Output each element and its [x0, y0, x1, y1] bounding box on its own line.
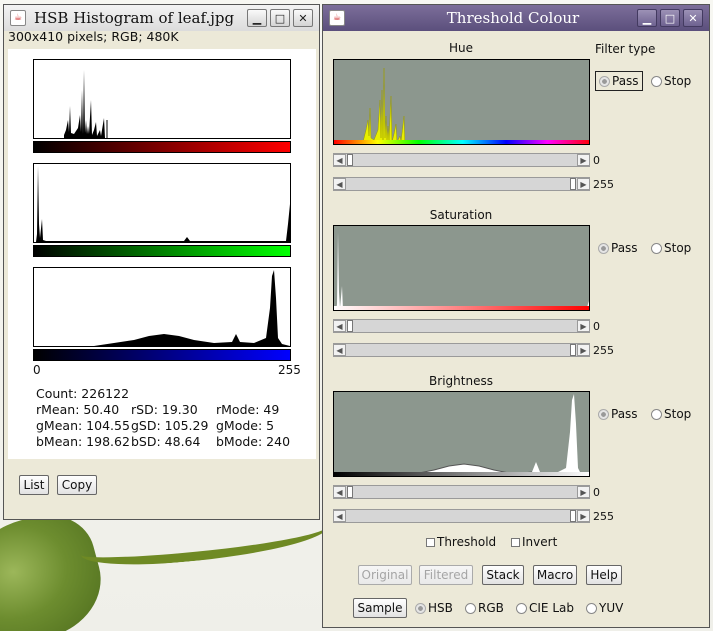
rgb-label: RGB — [478, 601, 504, 615]
brightness-max-value: 255 — [593, 510, 614, 523]
filtered-button[interactable]: Filtered — [419, 565, 473, 585]
histogram-titlebar[interactable]: ☕ HSB Histogram of leaf.jpg ▁ □ ✕ — [4, 5, 319, 31]
histogram-window: ☕ HSB Histogram of leaf.jpg ▁ □ ✕ 300x41… — [3, 4, 320, 520]
saturation-stop-label: Stop — [664, 241, 692, 255]
radio-icon — [586, 602, 597, 614]
brightness-min-slider[interactable]: ◀ ▶ — [333, 485, 590, 499]
stat-rmean: rMean: 50.40 — [36, 402, 120, 417]
brightness-pass-radio[interactable]: Pass — [598, 407, 638, 421]
java-app-icon: ☕ — [329, 10, 345, 26]
cielab-radio[interactable]: CIE Lab — [516, 601, 574, 615]
close-button[interactable]: ✕ — [293, 9, 313, 27]
brightness-threshold-plot — [333, 391, 590, 477]
histogram-panel: 0 255 Count: 226122 rMean: 50.40 rSD: 19… — [8, 49, 316, 459]
radio-icon — [651, 408, 662, 420]
brightness-stop-label: Stop — [664, 407, 692, 421]
original-button[interactable]: Original — [358, 565, 412, 585]
hue-label: Hue — [448, 41, 473, 55]
threshold-checkbox-label: Threshold — [437, 535, 497, 549]
saturation-max-value: 255 — [593, 344, 614, 357]
checkbox-icon — [511, 537, 520, 547]
hue-min-slider[interactable]: ◀ ▶ — [333, 153, 590, 167]
brightness-pass-label: Pass — [611, 407, 638, 421]
radio-icon — [465, 602, 476, 614]
saturation-histogram-plot — [33, 163, 291, 243]
hue-max-value: 255 — [593, 178, 614, 191]
yuv-label: YUV — [599, 601, 624, 615]
window-title: Threshold Colour — [446, 9, 580, 27]
invert-checkbox-label: Invert — [522, 535, 558, 549]
stat-gsd: gSD: 105.29 — [131, 418, 209, 433]
saturation-min-slider[interactable]: ◀ ▶ — [333, 319, 590, 333]
checkbox-icon — [426, 537, 435, 547]
saturation-gradient-bar — [33, 245, 291, 257]
yuv-radio[interactable]: YUV — [586, 601, 623, 615]
minimize-button[interactable]: ▁ — [637, 9, 657, 27]
copy-button[interactable]: Copy — [57, 475, 97, 495]
stat-bsd: bSD: 48.64 — [131, 434, 201, 449]
stat-bmode: bMode: 240 — [216, 434, 291, 449]
hue-histogram-plot — [33, 59, 291, 139]
threshold-colour-window: ☕ Threshold Colour ▁ □ ✕ Filter type Hue — [322, 4, 710, 628]
hue-min-value: 0 — [593, 154, 600, 167]
radio-selected-icon — [599, 75, 610, 87]
hue-pass-label: Pass — [612, 74, 639, 88]
hue-stop-label: Stop — [664, 74, 692, 88]
axis-min-label: 0 — [33, 363, 41, 377]
radio-selected-icon — [415, 602, 426, 614]
hue-stop-radio[interactable]: Stop — [651, 74, 691, 88]
brightness-max-slider[interactable]: ◀ ▶ — [333, 509, 590, 523]
brightness-gradient-bar — [33, 349, 291, 361]
help-button[interactable]: Help — [586, 565, 622, 585]
saturation-stop-radio[interactable]: Stop — [651, 241, 691, 255]
threshold-checkbox[interactable]: Threshold — [426, 535, 496, 549]
brightness-histogram-plot — [33, 267, 291, 347]
radio-selected-icon — [598, 242, 609, 254]
stat-count: Count: 226122 — [36, 386, 130, 401]
brightness-min-value: 0 — [593, 486, 600, 499]
filter-type-label: Filter type — [595, 42, 656, 56]
minimize-button[interactable]: ▁ — [247, 9, 267, 27]
saturation-min-value: 0 — [593, 320, 600, 333]
sample-button[interactable]: Sample — [353, 598, 407, 618]
stat-gmode: gMode: 5 — [216, 418, 275, 433]
radio-icon — [516, 602, 527, 614]
saturation-pass-radio[interactable]: Pass — [598, 241, 638, 255]
saturation-threshold-plot — [333, 225, 590, 311]
hsb-label: HSB — [428, 601, 453, 615]
radio-icon — [651, 242, 662, 254]
stat-rsd: rSD: 19.30 — [131, 402, 198, 417]
hsb-radio[interactable]: HSB — [415, 601, 453, 615]
maximize-button[interactable]: □ — [660, 9, 680, 27]
maximize-button[interactable]: □ — [270, 9, 290, 27]
window-title: HSB Histogram of leaf.jpg — [34, 9, 235, 27]
brightness-label: Brightness — [429, 374, 493, 388]
brightness-stop-radio[interactable]: Stop — [651, 407, 691, 421]
stat-bmean: bMean: 198.62 — [36, 434, 130, 449]
threshold-titlebar[interactable]: ☕ Threshold Colour ▁ □ ✕ — [323, 5, 709, 31]
stat-rmode: rMode: 49 — [216, 402, 280, 417]
macro-button[interactable]: Macro — [533, 565, 577, 585]
image-info: 300x410 pixels; RGB; 480K — [8, 29, 179, 44]
close-button[interactable]: ✕ — [683, 9, 703, 27]
radio-icon — [651, 75, 662, 87]
java-app-icon: ☕ — [10, 10, 26, 26]
hue-threshold-plot — [333, 59, 590, 145]
saturation-pass-label: Pass — [611, 241, 638, 255]
stat-gmean: gMean: 104.55 — [36, 418, 130, 433]
list-button[interactable]: List — [19, 475, 49, 495]
hue-gradient-bar — [33, 141, 291, 153]
hue-max-slider[interactable]: ◀ ▶ — [333, 177, 590, 191]
cielab-label: CIE Lab — [529, 601, 574, 615]
rgb-radio[interactable]: RGB — [465, 601, 504, 615]
saturation-max-slider[interactable]: ◀ ▶ — [333, 343, 590, 357]
saturation-label: Saturation — [429, 208, 493, 222]
radio-selected-icon — [598, 408, 609, 420]
axis-max-label: 255 — [278, 363, 301, 377]
stack-button[interactable]: Stack — [482, 565, 524, 585]
invert-checkbox[interactable]: Invert — [511, 535, 557, 549]
hue-pass-radio[interactable]: Pass — [595, 71, 643, 91]
